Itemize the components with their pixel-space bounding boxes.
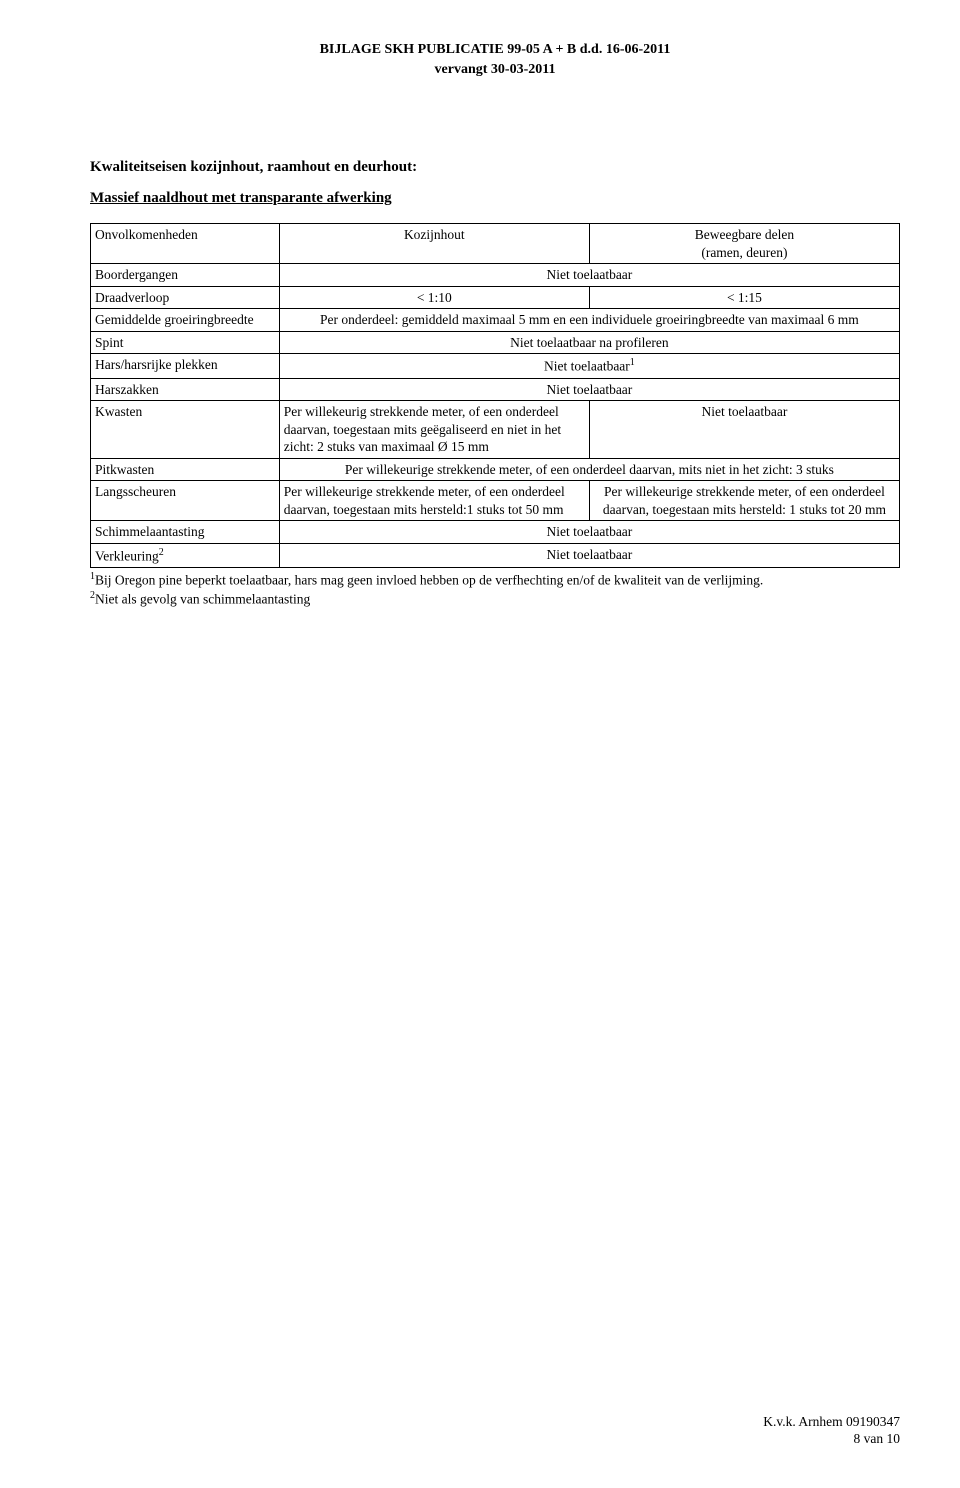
table-row: Verkleuring2Niet toelaatbaar — [91, 543, 900, 567]
footnote-1-text: Bij Oregon pine beperkt toelaatbaar, har… — [95, 572, 763, 587]
row-col2: Per willekeurige strekkende meter, of ee… — [279, 481, 589, 521]
row-label: Verkleuring2 — [91, 543, 280, 567]
page-footer: K.v.k. Arnhem 09190347 8 van 10 — [0, 1413, 900, 1448]
table-row: Hars/harsrijke plekkenNiet toelaatbaar1 — [91, 354, 900, 378]
table-row: SpintNiet toelaatbaar na profileren — [91, 331, 900, 354]
table-row: KwastenPer willekeurig strekkende meter,… — [91, 401, 900, 459]
footnotes: 1Bij Oregon pine beperkt toelaatbaar, ha… — [90, 570, 900, 608]
row-col2: Kozijnhout — [279, 224, 589, 264]
row-label: Pitkwasten — [91, 458, 280, 481]
row-label: Langsscheuren — [91, 481, 280, 521]
footnote-2: 2Niet als gevolg van schimmelaantasting — [90, 589, 900, 608]
row-label: Gemiddelde groeiringbreedte — [91, 309, 280, 332]
row-merged-cell: Niet toelaatbaar — [279, 378, 899, 401]
row-merged-cell: Niet toelaatbaar — [279, 264, 899, 287]
table-row: HarszakkenNiet toelaatbaar — [91, 378, 900, 401]
row-merged-cell: Niet toelaatbaar1 — [279, 354, 899, 378]
table-row: BoordergangenNiet toelaatbaar — [91, 264, 900, 287]
footer-line-2: 8 van 10 — [0, 1430, 900, 1448]
row-merged-cell: Per onderdeel: gemiddeld maximaal 5 mm e… — [279, 309, 899, 332]
page: BIJLAGE SKH PUBLICATIE 99-05 A + B d.d. … — [0, 0, 960, 1488]
row-label: Hars/harsrijke plekken — [91, 354, 280, 378]
row-col2: Per willekeurig strekkende meter, of een… — [279, 401, 589, 459]
header-line-2: vervangt 30-03-2011 — [90, 60, 900, 80]
row-label: Onvolkomenheden — [91, 224, 280, 264]
table-row: OnvolkomenhedenKozijnhoutBeweegbare dele… — [91, 224, 900, 264]
footnote-1: 1Bij Oregon pine beperkt toelaatbaar, ha… — [90, 570, 900, 589]
table-row: Draadverloop< 1:10< 1:15 — [91, 286, 900, 309]
row-col2: < 1:10 — [279, 286, 589, 309]
row-label: Harszakken — [91, 378, 280, 401]
row-col3: < 1:15 — [589, 286, 899, 309]
row-label-sup: 2 — [159, 547, 164, 558]
footnote-2-text: Niet als gevolg van schimmelaantasting — [95, 591, 310, 606]
row-col3: Niet toelaatbaar — [589, 401, 899, 459]
table-row: PitkwastenPer willekeurige strekkende me… — [91, 458, 900, 481]
table-row: Gemiddelde groeiringbreedtePer onderdeel… — [91, 309, 900, 332]
row-label: Spint — [91, 331, 280, 354]
row-col3: Per willekeurige strekkende meter, of ee… — [589, 481, 899, 521]
section-subtitle: Massief naaldhout met transparante afwer… — [90, 190, 900, 207]
row-label: Boordergangen — [91, 264, 280, 287]
row-merged-sup: 1 — [630, 357, 635, 368]
row-merged-cell: Niet toelaatbaar — [279, 521, 899, 544]
table-row: SchimmelaantastingNiet toelaatbaar — [91, 521, 900, 544]
row-col3: Beweegbare delen(ramen, deuren) — [589, 224, 899, 264]
row-label: Draadverloop — [91, 286, 280, 309]
row-label: Schimmelaantasting — [91, 521, 280, 544]
quality-table-body: OnvolkomenhedenKozijnhoutBeweegbare dele… — [91, 224, 900, 568]
header-line-1: BIJLAGE SKH PUBLICATIE 99-05 A + B d.d. … — [90, 40, 900, 60]
footer-line-1: K.v.k. Arnhem 09190347 — [0, 1413, 900, 1431]
table-row: LangsscheurenPer willekeurige strekkende… — [91, 481, 900, 521]
row-merged-cell: Per willekeurige strekkende meter, of ee… — [279, 458, 899, 481]
row-label: Kwasten — [91, 401, 280, 459]
section-title: Kwaliteitseisen kozijnhout, raamhout en … — [90, 159, 900, 176]
row-merged-cell: Niet toelaatbaar — [279, 543, 899, 567]
row-merged-cell: Niet toelaatbaar na profileren — [279, 331, 899, 354]
document-header: BIJLAGE SKH PUBLICATIE 99-05 A + B d.d. … — [90, 40, 900, 79]
quality-table: OnvolkomenhedenKozijnhoutBeweegbare dele… — [90, 223, 900, 568]
